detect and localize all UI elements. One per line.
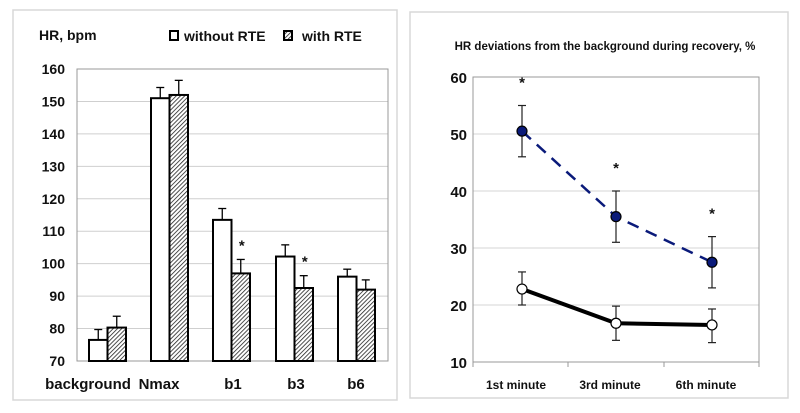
x-tick-label: 1st minute	[486, 378, 546, 392]
y-tick-label: 140	[42, 126, 66, 142]
y-tick-label: 160	[42, 61, 66, 77]
y-tick-label: 90	[49, 288, 65, 304]
y-tick-label: 50	[450, 127, 467, 144]
bar	[168, 93, 189, 362]
x-tick-label: 3rd minute	[579, 378, 641, 392]
y-tick-label: 80	[49, 321, 65, 337]
data-point	[516, 283, 528, 295]
y-tick-label: 60	[450, 70, 467, 87]
bar	[88, 338, 109, 362]
y-tick-label: 40	[450, 184, 467, 201]
y-tick-label: 30	[450, 241, 467, 258]
left-panel-border	[12, 9, 398, 401]
bar	[337, 275, 358, 362]
legend-label: without RTE	[183, 28, 266, 44]
y-tick-label: 70	[49, 353, 65, 369]
y-tick-label: 150	[42, 93, 66, 109]
data-point	[706, 256, 718, 268]
bar	[150, 97, 171, 362]
significance-marker: *	[239, 237, 245, 254]
right-panel-border	[409, 11, 789, 399]
y-tick-label: 10	[450, 355, 467, 372]
bar	[293, 287, 314, 362]
x-tick-label: b3	[287, 376, 305, 393]
y-tick-label: 100	[42, 256, 66, 272]
x-tick-label: background	[45, 376, 131, 393]
data-point	[610, 317, 622, 329]
y-tick-label: 110	[42, 223, 65, 239]
significance-marker: *	[302, 254, 308, 271]
x-tick-label: 6th minute	[676, 378, 737, 392]
bar	[230, 272, 251, 362]
y-tick-label: 130	[42, 158, 66, 174]
x-tick-label: b6	[347, 376, 365, 393]
chart-title: HR deviations from the background during…	[455, 41, 756, 53]
data-point	[706, 319, 718, 331]
y-tick-label: 120	[42, 191, 66, 207]
legend-swatch-with	[283, 30, 293, 41]
data-point	[610, 211, 622, 223]
significance-marker: *	[709, 206, 715, 223]
y-tick-label: 20	[450, 298, 467, 315]
data-point	[516, 125, 528, 137]
x-tick-label: b1	[224, 376, 242, 393]
significance-marker: *	[519, 75, 525, 92]
legend-swatch-without	[169, 30, 179, 41]
y-axis-label: HR, bpm	[39, 27, 97, 43]
x-tick-label: Nmax	[139, 376, 181, 393]
bar	[355, 288, 376, 362]
significance-marker: *	[613, 160, 619, 177]
bar	[212, 218, 233, 362]
bar	[106, 326, 127, 362]
bar	[275, 255, 296, 363]
legend-label: with RTE	[301, 28, 362, 44]
plot-area	[472, 76, 760, 363]
